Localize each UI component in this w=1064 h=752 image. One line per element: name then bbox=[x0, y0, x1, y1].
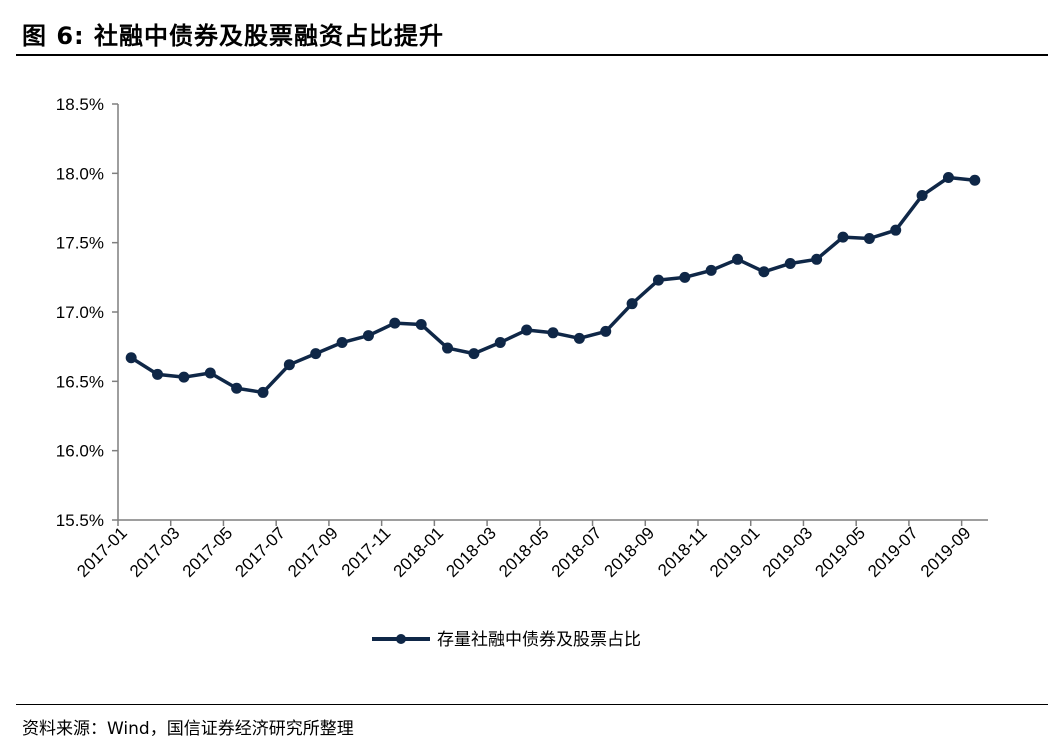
data-point bbox=[415, 318, 427, 330]
data-point bbox=[257, 386, 269, 398]
data-point bbox=[732, 253, 744, 265]
source-note: 资料来源：Wind，国信证券经济研究所整理 bbox=[22, 719, 354, 739]
data-point bbox=[442, 342, 454, 354]
data-point bbox=[890, 224, 902, 236]
y-tick-label: 16.0% bbox=[56, 442, 104, 461]
data-point bbox=[626, 298, 638, 310]
data-point bbox=[178, 371, 190, 383]
x-tick-label: 2018-05 bbox=[495, 523, 553, 581]
data-point bbox=[863, 233, 875, 245]
x-tick-label: 2019-07 bbox=[864, 523, 922, 581]
data-point bbox=[310, 348, 322, 360]
y-tick-label: 16.5% bbox=[56, 372, 104, 391]
data-point bbox=[600, 325, 612, 337]
x-tick-label: 2019-03 bbox=[759, 523, 817, 581]
data-point bbox=[652, 274, 664, 286]
x-tick-label: 2017-11 bbox=[338, 523, 395, 580]
x-tick-label: 2017-05 bbox=[179, 523, 237, 581]
line-chart: 15.5% 16.0% 16.5% 17.0% 17.5% 18.0% 18.5% 2017… bbox=[56, 95, 988, 650]
data-point bbox=[969, 174, 981, 186]
x-tick-label: 2018-01 bbox=[390, 523, 448, 581]
top-rule bbox=[16, 54, 1048, 56]
data-point bbox=[336, 337, 348, 349]
y-tick-label: 18.0% bbox=[56, 164, 104, 183]
x-tick-label: 2018-03 bbox=[442, 523, 500, 581]
data-point bbox=[705, 264, 717, 276]
data-point bbox=[942, 171, 954, 183]
data-point bbox=[389, 317, 401, 329]
data-point bbox=[152, 368, 164, 380]
data-point bbox=[521, 324, 533, 336]
x-tick-label: 2019-09 bbox=[917, 523, 975, 581]
title-bar: 图 6: 社融中债券及股票融资占比提升 bbox=[16, 10, 1048, 54]
data-point bbox=[916, 190, 928, 202]
data-point bbox=[231, 382, 243, 394]
x-tick-label: 2017-01 bbox=[73, 523, 131, 581]
data-point bbox=[784, 257, 796, 269]
x-tick-label: 2018-09 bbox=[601, 523, 659, 581]
page-title: 图 6: 社融中债券及股票融资占比提升 bbox=[22, 22, 445, 50]
legend-point-marker bbox=[396, 634, 406, 644]
x-tick-label: 2017-09 bbox=[284, 523, 342, 581]
data-point bbox=[679, 271, 691, 283]
data-point bbox=[362, 330, 374, 342]
y-tick-label: 15.5% bbox=[56, 511, 104, 530]
series-line bbox=[130, 175, 976, 395]
y-tick-labels: 15.5% 16.0% 16.5% 17.0% 17.5% 18.0% 18.5% bbox=[56, 95, 104, 530]
chart-axes bbox=[112, 103, 988, 526]
data-point bbox=[283, 359, 295, 371]
x-tick-label: 2017-03 bbox=[126, 523, 184, 581]
y-tick-label: 17.5% bbox=[56, 234, 104, 253]
data-point bbox=[547, 327, 559, 339]
legend: 存量社融中债券及股票占比 bbox=[372, 630, 641, 650]
data-point bbox=[573, 332, 585, 344]
x-tick-label: 2018-07 bbox=[548, 523, 606, 581]
series-line-group bbox=[125, 171, 981, 398]
data-point bbox=[204, 367, 216, 379]
data-point bbox=[837, 231, 849, 243]
bottom-rule bbox=[16, 704, 1048, 705]
data-point bbox=[811, 253, 823, 265]
x-tick-label: 2017-07 bbox=[231, 523, 289, 581]
x-tick-labels: 2017-012017-032017-052017-072017-092017-… bbox=[73, 523, 974, 581]
data-point bbox=[468, 348, 480, 360]
data-point bbox=[494, 337, 506, 349]
legend-label: 存量社融中债券及股票占比 bbox=[437, 630, 641, 650]
data-point bbox=[125, 352, 137, 364]
data-point bbox=[758, 266, 770, 278]
y-tick-label: 17.0% bbox=[56, 303, 104, 322]
x-tick-label: 2019-01 bbox=[706, 523, 764, 581]
x-tick-label: 2018-11 bbox=[654, 523, 711, 580]
x-tick-label: 2019-05 bbox=[811, 523, 869, 581]
y-tick-label: 18.5% bbox=[56, 95, 104, 114]
